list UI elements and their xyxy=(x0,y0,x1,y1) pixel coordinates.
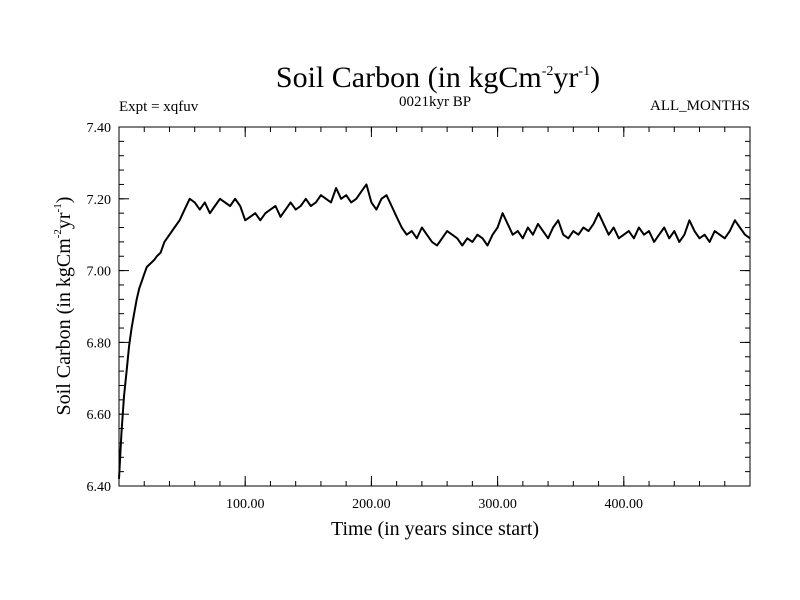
y-tick-label: 6.60 xyxy=(87,408,112,423)
experiment-label: Expt = xqfuv xyxy=(119,99,199,115)
y-tick-label: 7.00 xyxy=(87,265,112,280)
x-tick-label: 200.00 xyxy=(352,497,391,512)
x-tick-label: 100.00 xyxy=(226,497,265,512)
chart-title: Soil Carbon (in kgCm-2yr-1) xyxy=(276,61,600,94)
x-tick-label: 300.00 xyxy=(478,497,517,512)
plot-frame xyxy=(118,126,751,487)
y-axis-label: Soil Carbon (in kgCm-2yr-1) xyxy=(52,197,75,416)
y-tick-label: 6.40 xyxy=(87,480,112,495)
x-axis-label: Time (in years since start) xyxy=(331,518,539,540)
series-line xyxy=(118,183,751,479)
y-tick-label: 6.80 xyxy=(87,336,112,351)
y-tick-label: 7.20 xyxy=(87,193,112,208)
x-tick-label: 400.00 xyxy=(605,497,644,512)
axis-ticks: 100.00 200.00 300.00 400.00 6.40 6.60 6.80 7.00… xyxy=(87,121,750,512)
period-label: 0021kyr BP xyxy=(399,94,471,110)
months-label: ALL_MONTHS xyxy=(650,98,750,114)
y-tick-label: 7.40 xyxy=(87,121,112,136)
